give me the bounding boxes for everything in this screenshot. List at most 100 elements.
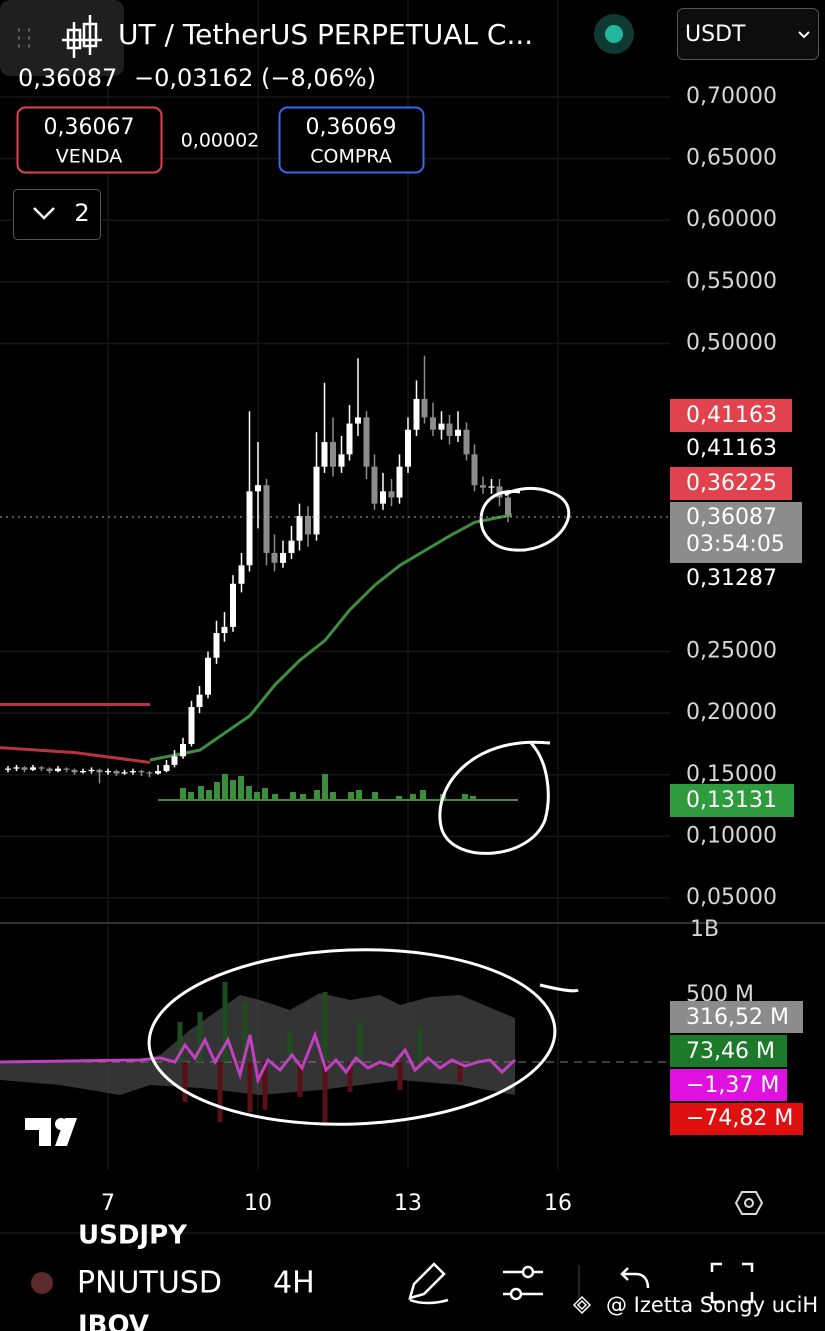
annotation-stroke bbox=[539, 983, 579, 993]
candle-body bbox=[146, 772, 153, 774]
candle-body bbox=[221, 626, 228, 634]
y-tick-label: 0,70000 bbox=[686, 84, 777, 109]
candle-body bbox=[180, 743, 186, 757]
price-tag-text: 0,41163 bbox=[686, 403, 777, 428]
last-price-tag bbox=[670, 502, 802, 563]
candle-body bbox=[446, 423, 453, 436]
price-tag bbox=[670, 467, 792, 500]
candle-body bbox=[363, 417, 370, 467]
countdown: 03:54:05 bbox=[686, 532, 785, 557]
fullscreen-icon[interactable] bbox=[710, 1262, 754, 1304]
last-price: 0,36087 bbox=[18, 64, 117, 92]
indicators-icon bbox=[521, 1265, 535, 1279]
candle-body bbox=[80, 771, 86, 773]
watermark-icon bbox=[572, 1295, 592, 1315]
x-tick-label: 7 bbox=[101, 1191, 115, 1216]
indicator-tag-text: −74,82 M bbox=[686, 1106, 793, 1131]
candle-body bbox=[388, 491, 395, 498]
symbol-icon bbox=[31, 1272, 53, 1294]
price-tag bbox=[670, 399, 792, 432]
buy-label: COMPRA bbox=[310, 146, 392, 168]
draw-icon[interactable] bbox=[408, 1262, 449, 1305]
candle-body bbox=[263, 485, 270, 553]
price-change: −0,03162 (−8,06%) bbox=[134, 64, 376, 92]
candle-body bbox=[455, 429, 461, 436]
y-tick-label: 0,15000 bbox=[686, 762, 777, 787]
candle-body bbox=[255, 485, 261, 492]
chevron bbox=[798, 31, 810, 39]
indicator-band bbox=[0, 993, 515, 1095]
candle-body bbox=[71, 769, 78, 773]
y-tick-label: 0,25000 bbox=[686, 639, 777, 664]
candle-body bbox=[305, 515, 311, 535]
candle-body bbox=[88, 769, 95, 772]
interval[interactable]: 4H bbox=[273, 1266, 315, 1301]
candle-body bbox=[121, 772, 128, 774]
candle-body bbox=[471, 454, 478, 486]
candle-body bbox=[5, 768, 11, 770]
candle-body bbox=[196, 694, 203, 707]
logo bbox=[55, 1118, 67, 1130]
candle-body bbox=[405, 429, 411, 467]
indicator-line bbox=[149, 513, 513, 762]
price-tag-text: 0,36225 bbox=[686, 471, 777, 496]
y-tick-label: 0,05000 bbox=[686, 885, 777, 910]
candle-body bbox=[155, 771, 161, 774]
candle-body bbox=[138, 771, 145, 773]
last-price-text: 0,36087 bbox=[686, 505, 777, 530]
candle-body bbox=[288, 540, 295, 553]
collapse-button[interactable] bbox=[13, 189, 101, 240]
toolbar-handle[interactable] bbox=[0, 0, 124, 76]
y-tick-label: 0,55000 bbox=[686, 269, 777, 294]
chevron bbox=[33, 207, 55, 220]
tag-backdrop bbox=[670, 563, 792, 593]
candle-body bbox=[188, 706, 195, 744]
candle-body bbox=[488, 486, 495, 488]
candle-body bbox=[313, 466, 320, 535]
y-tick-label: 0,50000 bbox=[686, 330, 777, 355]
candle-body bbox=[13, 767, 20, 769]
candle-body bbox=[371, 466, 378, 504]
candle-body bbox=[321, 442, 328, 467]
symbol[interactable]: PNUTUSD bbox=[77, 1266, 222, 1301]
indicator-tag bbox=[670, 1103, 803, 1135]
watchlist-item: USDJPY bbox=[78, 1221, 188, 1251]
buy-price: 0,36069 bbox=[306, 115, 397, 140]
x-tick-label: 13 bbox=[394, 1191, 422, 1216]
candle-body bbox=[280, 552, 286, 563]
currency: USDT bbox=[685, 22, 746, 47]
indicator-histogram-down bbox=[182, 1062, 463, 1124]
candle-body bbox=[105, 771, 111, 773]
watchlist-item: IBOV bbox=[78, 1311, 149, 1331]
price-line-label: 0,41163 bbox=[686, 436, 777, 461]
candle-body bbox=[355, 417, 361, 424]
indicators-icon bbox=[509, 1287, 523, 1301]
x-tick-label: 16 bbox=[544, 1191, 572, 1216]
candle-body bbox=[21, 767, 28, 770]
settings-icon-center bbox=[744, 1198, 754, 1208]
y-tick-label: 0,65000 bbox=[686, 146, 777, 171]
annotation-circle bbox=[147, 948, 557, 1126]
candle-body bbox=[113, 771, 120, 774]
watermark: @ Izetta Songy uciH bbox=[606, 1293, 818, 1317]
candle-body bbox=[46, 768, 53, 772]
buy-button[interactable] bbox=[278, 106, 425, 174]
candle-body bbox=[213, 633, 220, 658]
candle-body bbox=[330, 442, 336, 467]
indicator-tag bbox=[670, 1035, 787, 1067]
symbol-title: UT / TetherUS PERPETUAL C... bbox=[118, 18, 533, 51]
indicator-tag bbox=[670, 1069, 787, 1101]
candle-body bbox=[396, 466, 403, 498]
undo-icon[interactable] bbox=[620, 1267, 650, 1289]
spread: 0,00002 bbox=[181, 130, 260, 152]
indicator-tag-text: −1,37 M bbox=[686, 1073, 779, 1098]
x-tick-label: 10 bbox=[244, 1191, 272, 1216]
price-tag bbox=[670, 784, 794, 817]
price-tag-text: 0,13131 bbox=[686, 788, 777, 813]
sell-button[interactable] bbox=[16, 106, 163, 174]
currency-select[interactable] bbox=[677, 8, 819, 60]
candle-body bbox=[413, 398, 420, 430]
settings-icon[interactable] bbox=[734, 1191, 764, 1215]
candle-body bbox=[430, 417, 436, 430]
